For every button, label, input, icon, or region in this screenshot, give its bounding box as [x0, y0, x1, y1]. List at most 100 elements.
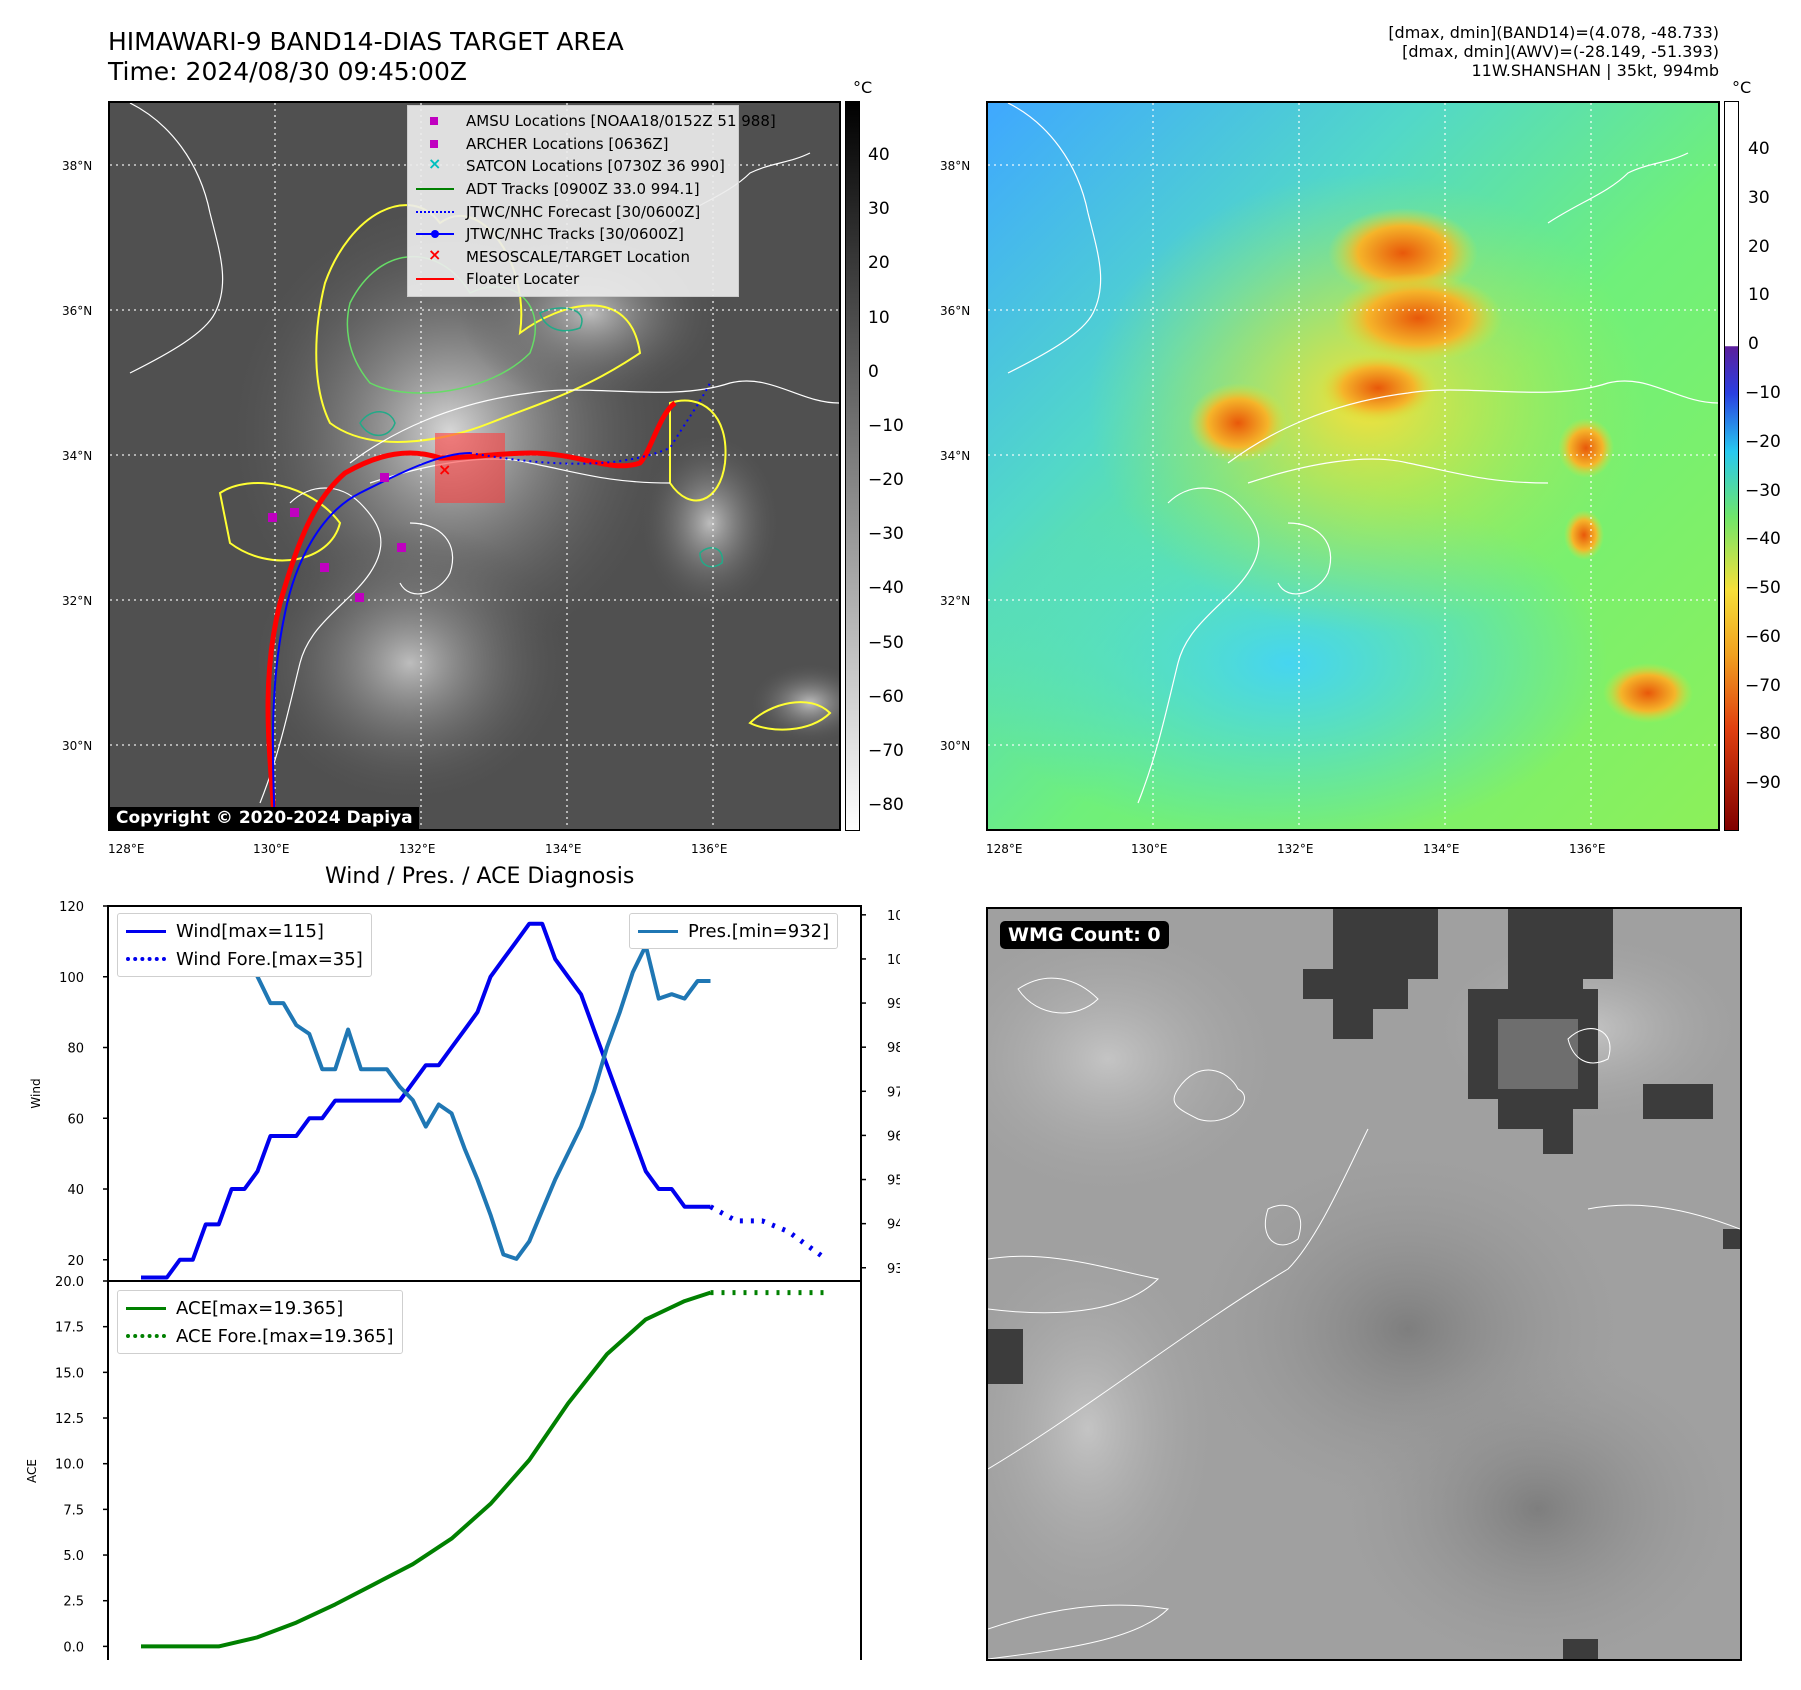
map-legend-label: Floater Locater	[466, 270, 580, 289]
map-legend-item: AMSU Locations [NOAA18/0152Z 51 988]	[416, 110, 776, 133]
map-legend-label: JTWC/NHC Tracks [30/0600Z]	[466, 225, 684, 244]
awv-lat-label: 38°N	[940, 159, 971, 173]
ir-colorbar-tick: −80	[868, 795, 904, 815]
awv-colorbar-unit: °C	[1732, 78, 1752, 97]
info-awv-range: [dmax, dmin](AWV)=(-28.149, -51.393)	[1402, 42, 1719, 61]
awv-satellite-panel	[986, 101, 1720, 831]
jtwc-track	[271, 452, 471, 829]
ir-colorbar-tick: −50	[868, 632, 904, 653]
ir-lon-label: 128°E	[108, 842, 145, 856]
pressure-ytick-label: 960	[887, 1129, 900, 1144]
ir-lat-label: 38°N	[62, 159, 93, 173]
legend-wind-swatch	[126, 929, 166, 933]
map-legend-label: JTWC/NHC Forecast [30/0600Z]	[466, 202, 701, 221]
map-legend-symbol	[416, 204, 454, 220]
map-legend-item: ADT Tracks [0900Z 33.0 994.1]	[416, 178, 730, 201]
legend-wind-label: Wind[max=115]	[176, 920, 324, 942]
awv-lon-label: 132°E	[1277, 842, 1314, 856]
awv-colorbar	[1724, 101, 1739, 831]
wind-forecast-line	[709, 1204, 829, 1262]
ir-lon-label: 132°E	[399, 842, 436, 856]
wind-ytick-label: 20	[67, 1254, 84, 1269]
legend-ace-fore-label: ACE Fore.[max=19.365]	[176, 1325, 394, 1347]
ace-ytick-label: 12.5	[55, 1412, 84, 1427]
ir-colorbar-tick: −10	[868, 415, 904, 436]
awv-colorbar-tick: −60	[1745, 626, 1781, 647]
ir-lat-label: 34°N	[62, 449, 93, 463]
chart-timestamp: Time: 2024/08/30 09:45:00Z	[108, 57, 467, 86]
map-legend-label: ADT Tracks [0900Z 33.0 994.1]	[466, 180, 700, 199]
ir-satellite-panel: × AMSU Locations [NOAA18/0152Z 51 988] AR…	[108, 101, 841, 831]
ace-ytick-label: 10.0	[55, 1458, 84, 1473]
awv-lat-label: 30°N	[940, 739, 971, 753]
floater-track	[265, 400, 677, 829]
ir-lat-label: 36°N	[62, 304, 93, 318]
ace-ytick-label: 20.0	[55, 1275, 84, 1290]
ir-lon-label: 136°E	[691, 842, 728, 856]
map-legend-symbol	[416, 271, 454, 287]
ace-ytick-label: 15.0	[55, 1366, 84, 1381]
awv-colorbar-tick: 0	[1748, 334, 1759, 354]
awv-colorbar-tick: 40	[1748, 139, 1770, 159]
awv-lon-label: 134°E	[1423, 842, 1460, 856]
awv-colorbar-tick: −40	[1745, 529, 1781, 550]
legend-wind-fore-swatch	[126, 957, 166, 961]
wind-legend: Wind[max=115] Wind Fore.[max=35]	[117, 913, 372, 977]
ir-colorbar-tick: −60	[868, 686, 904, 707]
pressure-legend: Pres.[min=932]	[629, 913, 839, 949]
pressure-ytick-label: 1000	[887, 953, 900, 968]
ir-colorbar-tick: −70	[868, 740, 904, 761]
map-legend-item: Floater Locater	[416, 268, 730, 291]
info-storm: 11W.SHANSHAN | 35kt, 994mb	[1471, 61, 1719, 80]
wind-line	[141, 921, 711, 1280]
ace-ytick-label: 7.5	[63, 1503, 84, 1518]
legend-wind-fore-label: Wind Fore.[max=35]	[176, 948, 363, 970]
wind-ytick-label: 100	[59, 971, 84, 986]
ir-colorbar-tick: 40	[868, 145, 890, 165]
legend-ace-label: ACE[max=19.365]	[176, 1297, 344, 1319]
pressure-ytick-label: 940	[887, 1218, 900, 1233]
ir-colorbar-tick: −20	[868, 470, 904, 490]
ir-colorbar-tick: 30	[868, 199, 890, 220]
legend-ace-fore-swatch	[126, 1334, 166, 1338]
map-legend-item: ARCHER Locations [0636Z]	[416, 133, 730, 156]
awv-lon-label: 128°E	[986, 842, 1023, 856]
awv-colorbar-tick: −80	[1745, 724, 1781, 745]
chart-title: HIMAWARI-9 BAND14-DIAS TARGET AREA	[108, 27, 624, 56]
pressure-ytick-label: 950	[887, 1174, 900, 1189]
map-legend-label: ARCHER Locations [0636Z]	[466, 134, 669, 153]
ace-line	[141, 1290, 712, 1649]
pressure-ytick-label: 930	[887, 1262, 900, 1277]
awv-lat-label: 36°N	[940, 304, 971, 318]
legend-pres-label: Pres.[min=932]	[688, 920, 830, 942]
wind-axis-label: Wind	[29, 1078, 43, 1108]
map-legend-label: MESOSCALE/TARGET Location	[466, 247, 691, 266]
wind-ytick-label: 120	[59, 900, 84, 915]
awv-lat-label: 34°N	[940, 449, 971, 463]
ir-colorbar	[845, 101, 860, 831]
diagnosis-chart: 20 40 60 80 100 120 930 940 950 960 970 980 990 1000 1…	[25, 900, 900, 1660]
wmg-image	[988, 909, 1740, 1659]
map-legend-symbol	[416, 113, 454, 129]
svg-text:×: ×	[438, 460, 451, 479]
ir-lat-label: 30°N	[62, 739, 93, 753]
awv-lon-label: 136°E	[1569, 842, 1606, 856]
ir-lon-label: 134°E	[545, 842, 582, 856]
wmg-count-badge: WMG Count: 0	[1000, 921, 1169, 949]
awv-satellite-image	[988, 103, 1718, 829]
map-legend-item: × MESOSCALE/TARGET Location	[416, 245, 730, 269]
ace-ytick-label: 5.0	[63, 1549, 84, 1564]
wind-ytick-label: 40	[67, 1183, 84, 1198]
copyright-label: Copyright © 2020-2024 Dapiya	[110, 807, 419, 829]
wmg-panel: WMG Count: 0	[986, 907, 1742, 1661]
ace-axes-frame	[107, 1280, 862, 1660]
awv-lat-label: 32°N	[940, 594, 971, 608]
ace-ytick-label: 2.5	[63, 1595, 84, 1610]
awv-colorbar-tick: −30	[1745, 480, 1781, 501]
awv-lon-label: 130°E	[1131, 842, 1168, 856]
ir-colorbar-unit: °C	[853, 78, 873, 97]
legend-pres-swatch	[638, 929, 678, 933]
pressure-ytick-label: 970	[887, 1085, 900, 1100]
map-legend-symbol: ×	[428, 154, 442, 174]
pressure-ytick-label: 990	[887, 997, 900, 1012]
